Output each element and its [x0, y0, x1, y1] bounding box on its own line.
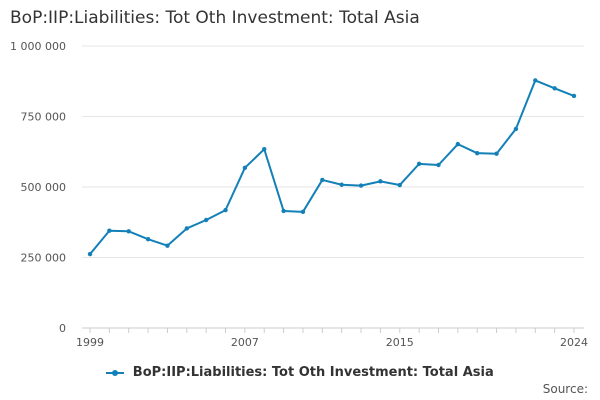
chart-title: BoP:IIP:Liabilities: Tot Oth Investment:… [10, 8, 420, 28]
y-tick-label: 250 000 [21, 252, 67, 265]
data-point[interactable] [262, 147, 267, 152]
y-tick-label: 500 000 [21, 181, 67, 194]
series [87, 78, 577, 257]
data-point[interactable] [552, 86, 557, 91]
data-point[interactable] [494, 151, 499, 156]
x-tick-label: 2024 [560, 336, 588, 349]
data-point[interactable] [358, 183, 364, 188]
data-point[interactable] [339, 182, 344, 187]
data-point[interactable] [107, 228, 112, 233]
data-point[interactable] [281, 208, 286, 214]
data-point[interactable] [300, 209, 306, 215]
legend-label: BoP:IIP:Liabilities: Tot Oth Investment:… [132, 365, 494, 380]
y-tick-label: 750 000 [21, 111, 67, 124]
source-label: Source: [542, 382, 588, 396]
data-point[interactable] [165, 243, 170, 248]
data-point[interactable] [320, 177, 325, 183]
data-point[interactable] [455, 141, 461, 147]
x-tick-label: 1999 [76, 336, 104, 349]
data-point[interactable] [571, 93, 577, 99]
series-line [89, 79, 575, 255]
data-point[interactable] [145, 236, 151, 242]
data-point[interactable] [203, 217, 209, 223]
data-point[interactable] [184, 226, 189, 231]
data-point[interactable] [475, 150, 480, 156]
data-point[interactable] [416, 161, 422, 167]
data-point[interactable] [533, 78, 538, 83]
x-axis: 1999 2007 2015 2024 [76, 328, 588, 349]
y-tick-label: 1 000 000 [10, 40, 66, 53]
data-point[interactable] [513, 126, 519, 132]
x-tick-label: 2007 [231, 336, 259, 349]
y-axis: 0 250 000 500 000 750 000 1 000 000 [10, 40, 66, 335]
data-point[interactable] [378, 179, 383, 184]
y-tick-label: 0 [59, 322, 66, 335]
data-point[interactable] [126, 229, 131, 234]
data-point[interactable] [397, 182, 402, 188]
data-point[interactable] [87, 251, 93, 257]
gridlines [82, 45, 584, 329]
data-point[interactable] [436, 162, 441, 168]
data-point[interactable] [223, 207, 228, 213]
data-point[interactable] [242, 165, 248, 171]
legend[interactable]: BoP:IIP:Liabilities: Tot Oth Investment:… [0, 365, 600, 380]
x-tick-label: 2015 [386, 336, 414, 349]
legend-swatch-icon [106, 368, 125, 378]
